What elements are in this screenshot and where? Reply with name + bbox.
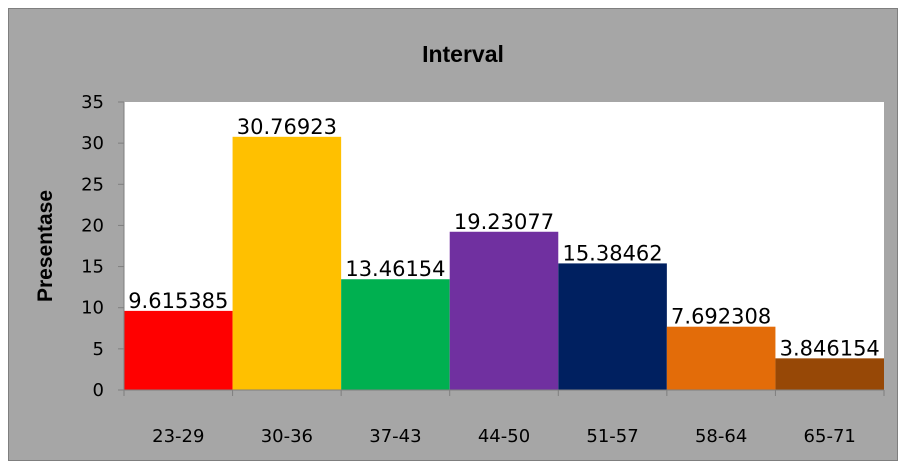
y-axis-label: Presentase xyxy=(34,190,57,302)
bars-group xyxy=(124,136,884,390)
data-label: 7.692308 xyxy=(671,305,771,329)
bar-51-57 xyxy=(558,263,667,390)
y-tick-label: 10 xyxy=(81,298,104,319)
bar-44-50 xyxy=(449,231,559,390)
data-label: 13.46154 xyxy=(345,257,445,281)
x-tick-label: 37-43 xyxy=(369,426,421,447)
chart-title: Interval xyxy=(422,41,504,67)
bar-65-71 xyxy=(775,358,884,390)
data-label: 3.846154 xyxy=(780,336,880,360)
y-tick-label: 25 xyxy=(81,174,104,195)
bar-58-64 xyxy=(666,326,776,390)
bar-30-36 xyxy=(232,136,342,390)
data-label: 30.76923 xyxy=(237,115,337,139)
y-tick-label: 5 xyxy=(93,339,104,360)
bar-37-43 xyxy=(341,279,450,390)
y-tick-label: 30 xyxy=(81,133,104,154)
x-tick-label: 23-29 xyxy=(152,426,204,447)
x-tick-label: 65-71 xyxy=(804,426,856,447)
y-axis: 0 5 10 15 20 25 30 35 xyxy=(81,92,125,401)
y-tick-label: 35 xyxy=(81,92,104,113)
data-labels-group: 9.615385 30.76923 13.46154 19.23077 15.38462… xyxy=(128,115,880,361)
data-label: 19.23077 xyxy=(454,210,554,234)
y-tick-label: 15 xyxy=(81,257,104,278)
x-tick-label: 44-50 xyxy=(478,426,530,447)
x-axis: 23-29 30-36 37-43 44-50 51-57 58-64 65-71 xyxy=(123,389,885,447)
x-tick-label: 30-36 xyxy=(261,426,313,447)
y-tick-label: 20 xyxy=(81,215,104,236)
y-tick-label: 0 xyxy=(93,380,104,401)
x-tick-label: 51-57 xyxy=(586,426,638,447)
x-tick-label: 58-64 xyxy=(695,426,747,447)
data-label: 15.38462 xyxy=(562,241,662,265)
data-label: 9.615385 xyxy=(128,289,228,313)
bar-23-29 xyxy=(124,310,233,390)
